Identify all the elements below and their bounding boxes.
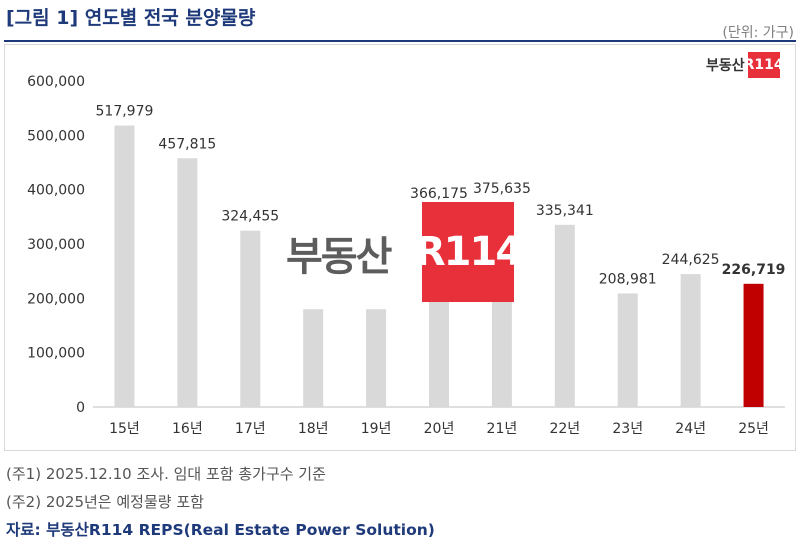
bar-19년 xyxy=(366,309,387,407)
bar-23년 xyxy=(617,293,638,407)
y-tick-label: 600,000 xyxy=(27,74,85,90)
data-label: 366,175 xyxy=(410,186,468,202)
x-tick-label: 18년 xyxy=(298,421,329,437)
data-label: 324,455 xyxy=(221,209,279,225)
footnote-1: (주1) 2025.12.10 조사. 임대 포함 총가구수 기준 xyxy=(6,465,326,483)
x-tick-label: 17년 xyxy=(235,421,266,437)
x-tick-label: 19년 xyxy=(361,421,392,437)
unit-label: (단위: 가구) xyxy=(722,25,794,41)
y-tick-label: 200,000 xyxy=(27,291,85,307)
bar-24년 xyxy=(680,274,701,407)
x-tick-label: 25년 xyxy=(738,421,769,437)
x-tick-label: 20년 xyxy=(424,421,455,437)
y-tick-label: 300,000 xyxy=(27,237,85,253)
data-label: 244,625 xyxy=(662,252,720,268)
footnote-2: (주2) 2025년은 예정물량 포함 xyxy=(6,493,204,511)
y-tick-label: 100,000 xyxy=(27,346,85,362)
watermark-box: R114 xyxy=(415,202,523,302)
x-tick-label: 23년 xyxy=(612,421,643,437)
data-label: 375,635 xyxy=(473,181,531,197)
page-title: [그림 1] 연도별 전국 분양물량 xyxy=(6,7,256,29)
x-tick-label: 16년 xyxy=(172,421,203,437)
x-tick-label: 15년 xyxy=(109,421,140,437)
chart-container: 0 100,000 200,000 300,000 400,000 500,000 600,… xyxy=(4,44,796,451)
brand-logo: 부동산 R114 xyxy=(706,52,784,78)
x-tick-label: 21년 xyxy=(487,421,518,437)
bar-22년 xyxy=(554,224,575,407)
x-tick-label: 24년 xyxy=(675,421,706,437)
title-divider xyxy=(4,40,796,42)
x-tick-label: 22년 xyxy=(549,421,580,437)
y-tick-label: 500,000 xyxy=(27,128,85,144)
watermark-text: 부동산 xyxy=(286,234,392,280)
bar-18년 xyxy=(303,309,324,407)
footnotes: (주1) 2025.12.10 조사. 임대 포함 총가구수 기준 (주2) 2… xyxy=(6,460,326,516)
bar-16년 xyxy=(177,158,198,407)
bar-chart: 0 100,000 200,000 300,000 400,000 500,000 600,… xyxy=(27,74,786,437)
data-label: 517,979 xyxy=(96,104,154,120)
bar-15년 xyxy=(114,125,135,407)
data-label: 208,981 xyxy=(599,271,657,287)
source-line: 자료: 부동산R114 REPS(Real Estate Power Solut… xyxy=(6,521,435,539)
bar-17년 xyxy=(240,230,261,407)
y-tick-label: 400,000 xyxy=(27,183,85,199)
data-label: 226,719 xyxy=(722,262,786,278)
data-label: 335,341 xyxy=(536,203,594,219)
bar-25년 xyxy=(743,283,764,407)
brand-logo-box: R114 xyxy=(744,52,784,78)
data-label: 457,815 xyxy=(158,136,216,152)
brand-logo-text: 부동산 xyxy=(706,58,745,74)
y-tick-label: 0 xyxy=(76,400,85,416)
